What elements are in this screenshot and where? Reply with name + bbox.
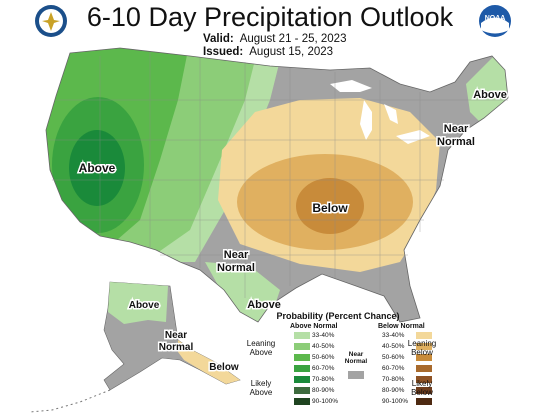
legend-above-range-2: 40-50% (312, 342, 335, 350)
label-above-alaska: Above (129, 300, 160, 311)
label-near-normal-northeast: Near Normal (437, 123, 475, 148)
legend-leaning-below: Leaning Below (407, 339, 437, 357)
legend-above-swatch-6 (294, 387, 310, 394)
legend-below-swatch-7 (416, 398, 432, 405)
legend-below-swatch-1 (416, 332, 432, 339)
legend-above-swatch-3 (294, 354, 310, 361)
label-above-northeast: Above (473, 89, 507, 101)
legend: Probability (Percent Chance) Above Norma… (238, 311, 438, 414)
legend-below-swatch-4 (416, 365, 432, 372)
issued-date: Issued: August 15, 2023 (203, 46, 333, 58)
legend-above-swatch-5 (294, 376, 310, 383)
above-region-west-70 (69, 130, 125, 206)
label-above-gulf: Above (247, 299, 281, 311)
page-title: 6-10 Day Precipitation Outlook (86, 2, 454, 32)
legend-title: Probability (Percent Chance) (276, 311, 400, 321)
valid-label: Valid: (203, 33, 234, 45)
legend-above-range-5: 70-80% (312, 375, 335, 383)
legend-above-range-3: 50-60% (312, 353, 335, 361)
alaska-below (178, 340, 240, 384)
legend-above-swatch-1 (294, 332, 310, 339)
legend-leaning-above: Leaning Above (246, 339, 276, 357)
legend-likely-below: Likely Below (411, 379, 433, 397)
alaska (29, 281, 241, 413)
legend-below-swatch-3 (416, 354, 432, 361)
legend-below-range-6: 80-90% (382, 386, 405, 394)
legend-below-swatch-2 (416, 343, 432, 350)
aleutians (29, 389, 111, 413)
legend-above-swatch-7 (294, 398, 310, 405)
legend-near-normal-label: Near Normal (344, 351, 368, 365)
legend-above-range-4: 60-70% (312, 364, 335, 372)
legend-above-range-1: 33-40% (312, 331, 335, 339)
conus-outline (45, 47, 509, 323)
state-borders (48, 52, 508, 298)
label-near-normal-south: Near Normal (217, 249, 255, 274)
legend-below-range-1: 33-40% (382, 331, 405, 339)
legend-below-range-3: 50-60% (382, 353, 405, 361)
issued-value: August 15, 2023 (249, 46, 334, 58)
legend-above-swatch-2 (294, 343, 310, 350)
legend-above-header: Above Normal (290, 323, 338, 330)
label-below-central: Below (312, 201, 348, 215)
legend-below-range-2: 40-50% (382, 342, 405, 350)
legend-near-normal-swatch (348, 371, 364, 379)
legend-below-swatch-6 (416, 387, 432, 394)
alaska-above (108, 282, 168, 324)
above-region-south (205, 262, 280, 322)
issued-label: Issued: (203, 46, 244, 58)
valid-dates: Valid: August 21 - 25, 2023 (203, 33, 346, 45)
legend-below-range-4: 60-70% (382, 364, 405, 372)
legend-above-range-6: 80-90% (312, 386, 335, 394)
valid-value: August 21 - 25, 2023 (239, 33, 347, 45)
legend-above-range-7: 90-100% (312, 397, 339, 405)
legend-below-range-7: 90-100% (382, 397, 409, 405)
legend-above-swatch-4 (294, 365, 310, 372)
legend-below-range-5: 70-80% (382, 375, 405, 383)
noaa-logo-text: NOAA (485, 15, 506, 22)
label-above-west: Above (79, 161, 116, 175)
commerce-seal-icon (35, 5, 67, 37)
legend-likely-above: Likely Above (249, 379, 273, 397)
legend-below-swatch-5 (416, 376, 432, 383)
label-below-alaska: Below (209, 362, 239, 373)
noaa-logo-icon: NOAA (479, 5, 511, 37)
label-near-normal-alaska: Near Normal (159, 330, 194, 353)
legend-below-header: Below Normal (378, 323, 425, 330)
